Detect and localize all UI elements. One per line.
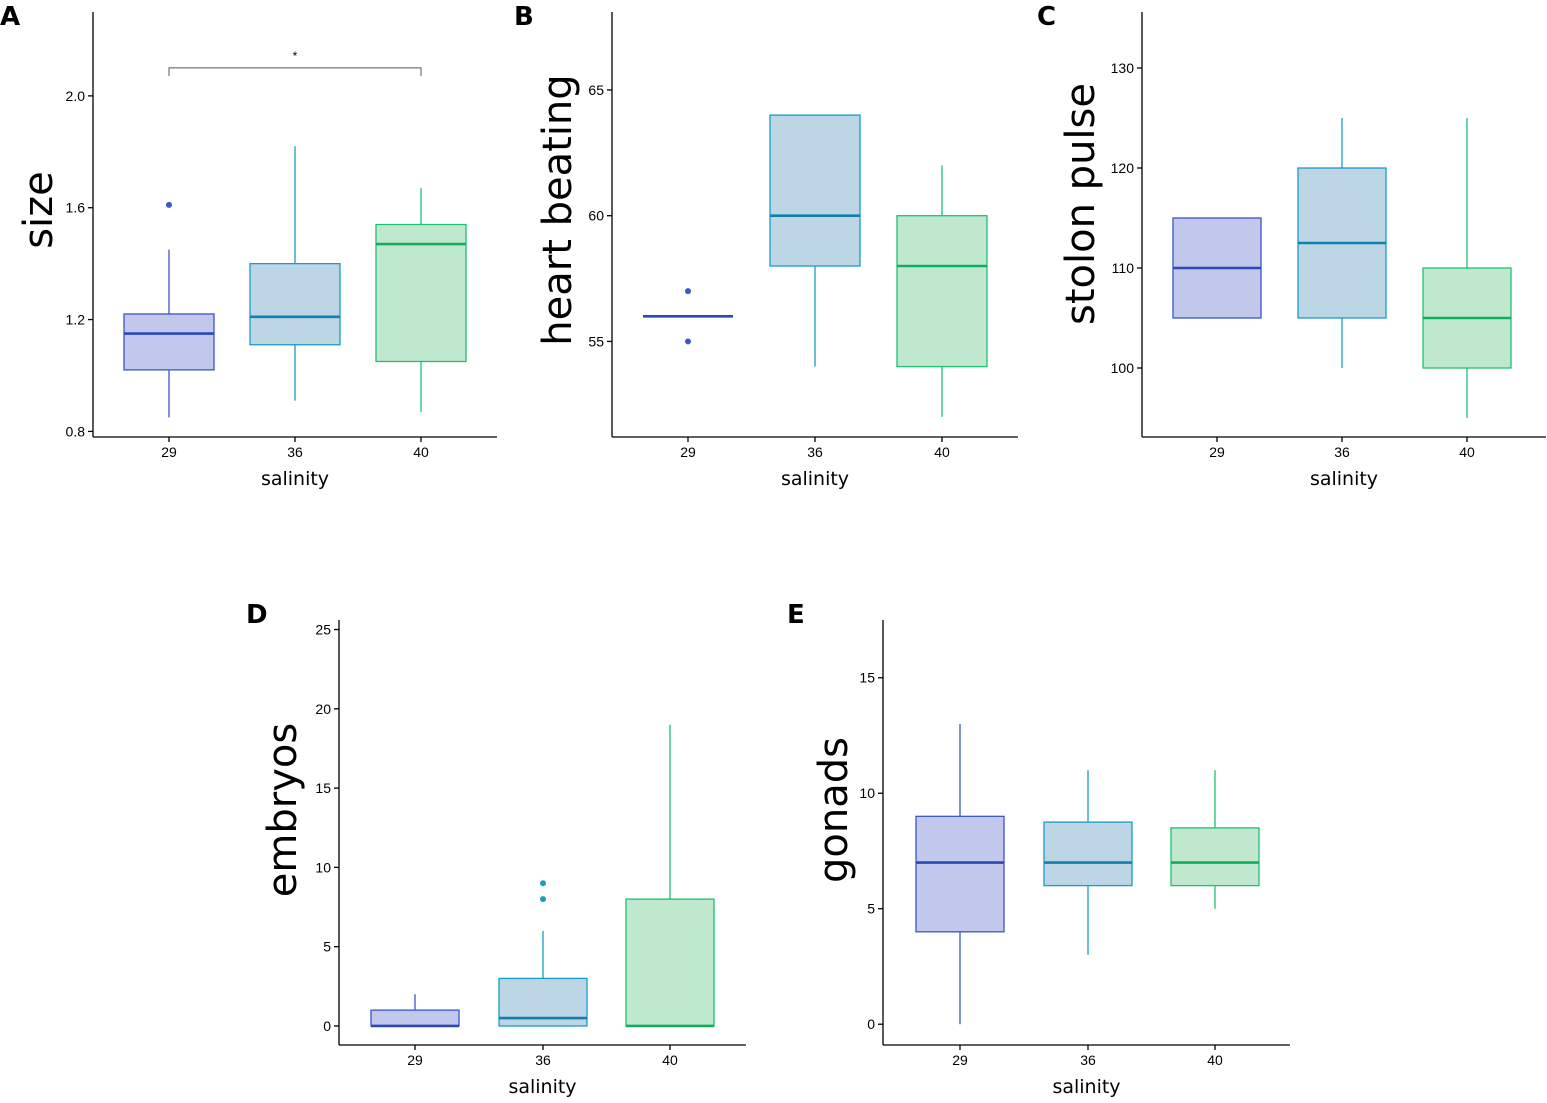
outlier-point [685,288,691,295]
y-axis-label: stolon pulse [1058,83,1104,325]
box-body [625,898,715,1027]
box-body [915,815,1005,933]
x-tick-label: 40 [413,444,429,460]
y-tick-label: 110 [1112,260,1135,276]
panel-label: D [246,600,268,630]
y-axis-label: size [16,171,62,249]
panel-label: A [0,2,20,32]
y-tick-label: 2.0 [66,88,86,104]
x-axis-label: salinity [508,1076,576,1098]
y-tick-label: 10 [315,859,331,875]
panel-D: D 0 5 10 15 20 25 29 36 40 salinity embryos [246,600,746,1098]
x-tick-label: 29 [1209,444,1225,460]
box-29 [370,994,460,1028]
y-tick-label: 120 [1111,160,1135,176]
x-tick-label: 29 [407,1052,423,1068]
y-tick-label: 10 [859,785,875,801]
x-axis-label: salinity [1052,1076,1120,1098]
x-axis-label: salinity [781,468,849,490]
panel-C: C 100 110 120 130 29 36 40 salinity stolon pulse [1037,2,1546,490]
box-body [1043,821,1133,887]
x-tick-label: 40 [662,1052,678,1068]
panel-label: B [514,2,534,32]
outlier-point [166,201,172,208]
y-tick-label: 5 [323,939,331,955]
box-body [1170,827,1260,887]
box-36 [1297,118,1387,368]
x-tick-label: 36 [807,444,823,460]
box-40 [625,724,715,1028]
y-tick-label: 1.2 [66,312,86,328]
x-tick-label: 36 [1334,444,1350,460]
outlier-point [685,338,691,345]
box-29 [643,288,733,345]
box-body [375,223,467,363]
panel-label: C [1037,2,1056,32]
box-40 [375,188,467,412]
x-tick-label: 40 [1459,444,1475,460]
outlier-point [540,896,546,903]
box-29 [123,201,215,418]
box-36 [769,114,861,367]
y-tick-label: 15 [315,780,331,796]
box-29 [915,723,1005,1025]
panel-label: E [787,600,805,630]
y-tick-label: 20 [315,701,331,717]
box-body [249,262,341,346]
y-axis-label: heart beating [535,74,581,345]
y-tick-label: 5 [867,901,875,917]
y-tick-label: 0.8 [66,423,86,439]
significance-bracket [168,67,422,76]
box-body [896,215,988,368]
y-tick-label: 25 [315,622,331,638]
y-tick-label: 1.6 [66,200,86,216]
outlier-point [540,880,546,887]
y-tick-label: 0 [867,1016,875,1032]
y-tick-label: 15 [859,670,875,686]
x-tick-label: 36 [287,444,303,460]
x-tick-label: 36 [535,1052,551,1068]
x-tick-label: 29 [680,444,696,460]
x-axis-label: salinity [261,468,329,490]
y-tick-label: 55 [588,333,604,349]
y-tick-label: 60 [588,208,604,224]
x-tick-label: 40 [1207,1052,1223,1068]
box-body [123,313,215,371]
significance-label: * [293,49,298,63]
x-axis-label: salinity [1310,468,1378,490]
box-36 [249,146,341,401]
y-tick-label: 0 [323,1018,331,1034]
y-axis-label: gonads [811,737,857,883]
x-tick-label: 40 [934,444,950,460]
x-tick-label: 29 [161,444,177,460]
panel-A: A 0.8 1.2 1.6 2.0 29 36 40 salinity size * [0,2,497,490]
y-tick-label: 65 [588,82,604,98]
box-40 [1170,770,1260,909]
box-36 [498,880,588,1027]
box-36 [1043,770,1133,955]
panel-E: E 0 5 10 15 29 36 40 salinity gonads [787,600,1290,1098]
box-29 [1172,217,1262,319]
x-tick-label: 36 [1080,1052,1096,1068]
box-40 [1422,118,1512,418]
y-tick-label: 100 [1111,360,1135,376]
box-body [370,1009,460,1027]
y-tick-label: 130 [1111,60,1135,76]
x-tick-label: 29 [952,1052,968,1068]
box-body [769,114,861,267]
y-axis-label: embryos [260,723,306,897]
panel-B: B 55 60 65 29 36 40 salinity heart beating [514,2,1018,490]
box-40 [896,165,988,417]
